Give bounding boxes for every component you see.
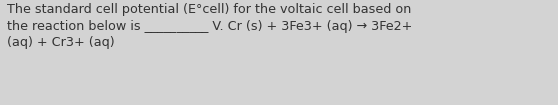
Text: The standard cell potential (E°cell) for the voltaic cell based on
the reaction : The standard cell potential (E°cell) for… [7, 3, 412, 49]
